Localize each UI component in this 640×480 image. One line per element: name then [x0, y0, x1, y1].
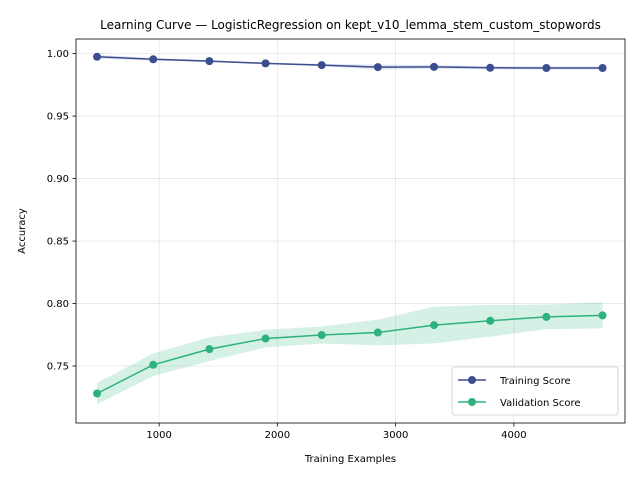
training-score-point — [542, 63, 551, 72]
legend-box — [451, 366, 619, 416]
confidence-bands — [97, 54, 603, 405]
training-score-point — [373, 63, 382, 72]
y-tick-label: 0.95 — [47, 112, 69, 123]
legend-validation-marker — [468, 398, 476, 406]
validation-score-point — [149, 360, 158, 369]
training-score-line — [97, 55, 603, 69]
validation-score-point — [317, 331, 326, 340]
plot-frame — [75, 38, 626, 424]
x-tick-label: 3000 — [383, 430, 408, 441]
legend-training-label: Training Score — [499, 376, 571, 387]
validation-score-point — [261, 334, 270, 343]
axis-ticks: 1000 2000 3000 4000 0.75 0.80 0.85 0.90 0.95 1.00 — [47, 49, 527, 441]
training-score-band — [97, 54, 603, 70]
validation-score-point — [430, 321, 439, 330]
y-tick-label: 0.85 — [47, 237, 69, 248]
y-tick-label: 0.80 — [47, 299, 69, 310]
y-tick-label: 0.90 — [47, 174, 69, 185]
x-axis-label: Training Examples — [304, 454, 396, 465]
validation-score-point — [205, 345, 214, 354]
validation-score-point — [93, 389, 102, 398]
training-score-point — [149, 55, 158, 64]
legend-training-marker — [468, 376, 476, 384]
validation-score-point — [598, 311, 607, 320]
y-tick-label: 0.75 — [47, 362, 69, 373]
chart-title: Learning Curve — LogisticRegression on k… — [100, 18, 601, 32]
series-lines — [93, 52, 607, 398]
grid — [76, 39, 625, 423]
legend: Training Score Validation Score — [451, 366, 619, 416]
validation-score-band — [97, 302, 603, 405]
training-score-point — [205, 57, 214, 66]
training-score-point — [598, 63, 607, 72]
x-tick-label: 1000 — [146, 430, 171, 441]
x-tick-label: 2000 — [265, 430, 290, 441]
legend-validation-label: Validation Score — [500, 398, 581, 409]
training-score-point — [430, 62, 439, 71]
x-tick-label: 4000 — [501, 430, 526, 441]
training-score-point — [93, 52, 102, 61]
training-score-point — [486, 63, 495, 72]
validation-score-line — [96, 314, 603, 395]
y-tick-label: 1.00 — [47, 49, 69, 60]
validation-score-point — [542, 312, 551, 321]
validation-score-point — [486, 316, 495, 325]
validation-score-point — [373, 328, 382, 337]
y-axis-label: Accuracy — [17, 208, 28, 254]
training-score-point — [261, 59, 270, 68]
training-score-point — [317, 61, 326, 70]
